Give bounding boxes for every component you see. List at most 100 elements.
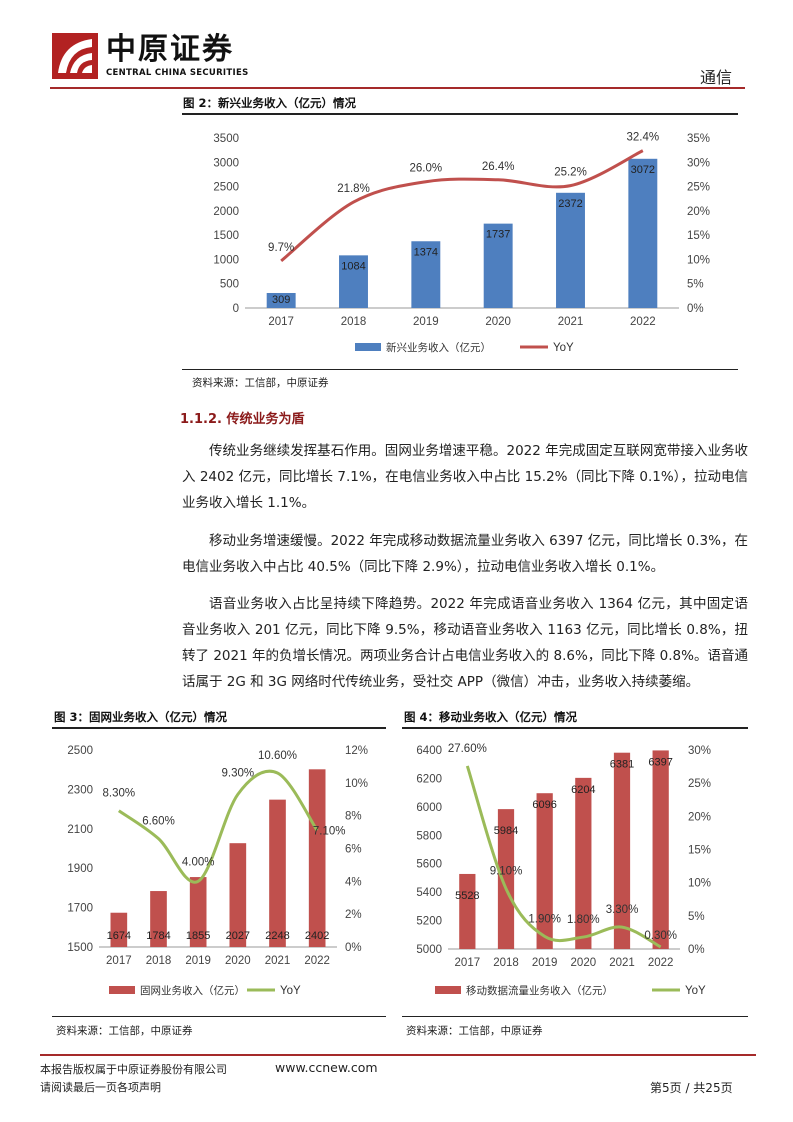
- fig4-bar: [613, 752, 631, 949]
- fig2-yoy-value-label: 9.7%: [268, 242, 294, 254]
- fig3-yoy-value-label: 6.60%: [142, 816, 175, 828]
- fig2-right-tick-label: 30%: [687, 157, 710, 169]
- fig4-yoy-value-label: 1.90%: [528, 913, 561, 925]
- fig2-yoy-line: [280, 149, 644, 263]
- figure-3-top-rule: [52, 727, 386, 729]
- fig4-bar-value-label: 5984: [494, 825, 518, 837]
- fig3-yoy-value-label: 9.30%: [222, 767, 255, 779]
- fig4-right-tick-label: 10%: [688, 878, 711, 890]
- fig4-right-tick-label: 25%: [688, 778, 711, 790]
- paragraph-1: 传统业务继续发挥基石作用。固网业务增速平稳。2022 年完成固定互联网宽带接入业…: [182, 443, 748, 511]
- fig2-yoy-value-label: 25.2%: [554, 167, 587, 179]
- fig2-bar-value-label: 1374: [414, 246, 438, 258]
- fig4-right-tick-label: 0%: [688, 944, 705, 956]
- fig2-bar-value-label: 309: [272, 294, 290, 306]
- fig3-yoy-line: [117, 769, 319, 884]
- fig3-legend-bar-swatch: [109, 986, 135, 994]
- fig4-right-tick-label: 5%: [688, 911, 705, 923]
- fig2-legend-bar-label: 新兴业务收入（亿元）: [386, 341, 491, 354]
- fig4-x-tick-label: 2022: [648, 957, 674, 969]
- fig4-x-tick-label: 2017: [455, 957, 481, 969]
- fig3-bar-value-label: 2402: [305, 930, 329, 942]
- fig2-x-tick-label: 2021: [558, 316, 584, 328]
- fig3-x-tick-label: 2022: [304, 955, 330, 967]
- fig2-yoy-value-label: 32.4%: [627, 132, 660, 144]
- fig2-left-tick-label: 3000: [213, 157, 239, 169]
- fig4-left-tick-label: 6000: [416, 802, 442, 814]
- fig3-right-tick-label: 2%: [345, 909, 362, 921]
- figure-4-chart: 5000 5200 5400 5600 5800 6000 6200 6400 0% 5% 10% 1…: [416, 743, 711, 997]
- fig2-bar-value-label: 1737: [486, 229, 510, 241]
- fig2-left-tick-label: 500: [220, 279, 239, 291]
- fig3-x-tick-label: 2021: [265, 955, 291, 967]
- fig4-legend-line-label: YoY: [685, 985, 706, 997]
- fig3-left-tick-label: 2100: [67, 824, 93, 836]
- fig4-bar-value-label: 6096: [532, 799, 556, 811]
- fig2-right-tick-label: 5%: [687, 279, 704, 291]
- fig2-bar: [411, 241, 441, 308]
- figure-3-chart: 1500 1700 1900 2100 2300 2500 0% 2% 4% 6% 8% 10% 12%…: [67, 745, 368, 997]
- fig3-bar-value-label: 2248: [265, 930, 289, 942]
- fig4-x-tick-label: 2020: [571, 957, 597, 969]
- fig4-bar: [575, 777, 592, 949]
- fig2-left-tick-label: 2000: [213, 206, 239, 218]
- fig2-bar: [266, 292, 296, 308]
- figure-4-source: 资料来源：工信部，中原证券: [406, 1025, 543, 1037]
- fig4-bar: [652, 750, 669, 949]
- fig4-legend-bar-label: 移动数据流量业务收入（亿元）: [466, 984, 613, 997]
- footer-copyright: 本报告版权属于中原证券股份有限公司: [40, 1063, 227, 1076]
- fig4-right-tick-label: 30%: [688, 745, 711, 757]
- fig2-bar: [628, 158, 658, 308]
- figure-4-top-rule: [402, 727, 748, 729]
- fig4-right-tick-label: 20%: [688, 811, 711, 823]
- fig4-left-tick-label: 5600: [416, 859, 442, 871]
- fig4-yoy-value-label: 1.80%: [567, 914, 600, 926]
- fig2-left-tick-label: 3500: [213, 133, 239, 145]
- fig3-right-tick-label: 8%: [345, 811, 362, 823]
- fig3-x-tick-label: 2018: [146, 955, 172, 967]
- fig2-bar-value-label: 1084: [341, 260, 365, 272]
- fig4-yoy-value-label: 0.30%: [644, 930, 677, 942]
- fig4-bar: [459, 873, 476, 949]
- fig4-left-tick-label: 5800: [416, 830, 442, 842]
- fig3-bar: [189, 877, 207, 947]
- fig2-right-tick-label: 15%: [687, 230, 710, 242]
- section-heading: 1.1.2. 传统业务为盾: [180, 412, 305, 427]
- fig2-legend-bar-swatch: [355, 343, 381, 351]
- fig4-x-tick-label: 2018: [493, 957, 519, 969]
- fig3-left-tick-label: 1700: [67, 903, 93, 915]
- fig4-left-tick-label: 6400: [416, 745, 442, 757]
- fig2-x-tick-label: 2017: [268, 316, 294, 328]
- fig3-x-tick-label: 2017: [106, 955, 132, 967]
- fig4-bar-value-label: 5528: [455, 890, 479, 902]
- fig4-right-tick-label: 15%: [688, 845, 711, 857]
- fig4-bar-value-label: 6397: [648, 756, 672, 768]
- company-name-cn: 中原证券: [106, 32, 234, 67]
- figure-2-title: 图 2：新兴业务收入（亿元）情况: [183, 96, 357, 110]
- page-number: 第5页 / 共25页: [650, 1081, 733, 1095]
- fig3-bar-value-label: 1674: [107, 930, 131, 942]
- fig4-legend-bar-swatch: [435, 986, 461, 994]
- figure-2-top-rule: [182, 113, 738, 115]
- fig3-right-tick-label: 12%: [345, 745, 368, 757]
- fig2-yoy-value-label: 26.0%: [410, 163, 443, 175]
- footer-website-link[interactable]: www.ccnew.com: [275, 1060, 378, 1075]
- fig3-yoy-value-label: 10.60%: [258, 750, 297, 762]
- fig4-bar: [536, 793, 553, 949]
- fig2-x-tick-label: 2020: [485, 316, 511, 328]
- fig3-bar: [269, 799, 286, 947]
- fig3-bar: [110, 912, 128, 947]
- fig3-right-tick-label: 10%: [345, 778, 368, 790]
- fig2-right-tick-label: 10%: [687, 254, 710, 266]
- fig3-x-tick-label: 2020: [225, 955, 251, 967]
- fig2-left-tick-label: 0: [233, 303, 239, 315]
- fig2-right-tick-label: 35%: [687, 133, 710, 145]
- figure-2-chart: 0 500 1000 1500 2000 2500 3000 3500 0% 5% 10% 15% 20…: [213, 132, 710, 354]
- fig2-right-tick-label: 20%: [687, 206, 710, 218]
- fig3-right-tick-label: 4%: [345, 876, 362, 888]
- fig2-legend-line-label: YoY: [553, 342, 574, 354]
- fig3-yoy-value-label: 8.30%: [103, 788, 136, 800]
- fig2-yoy-value-label: 21.8%: [337, 183, 370, 195]
- fig3-bar-value-label: 2027: [226, 930, 250, 942]
- fig4-yoy-value-label: 9.10%: [490, 866, 523, 878]
